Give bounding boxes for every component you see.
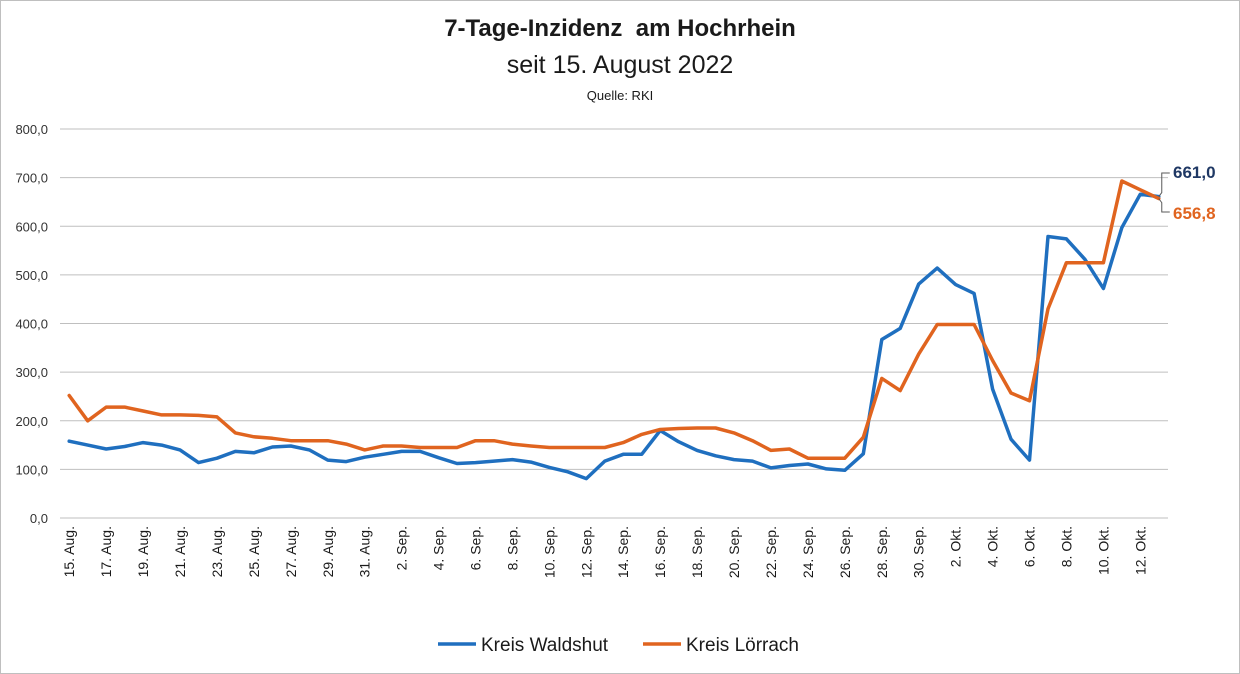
x-tick-label: 29. Aug. [320, 526, 336, 577]
chart-subtitle: seit 15. August 2022 [506, 51, 734, 79]
x-tick-label: 18. Sep. [689, 526, 705, 578]
legend: Kreis Waldshut Kreis Lörrach [438, 635, 799, 656]
x-tick-label: 8. Sep. [504, 526, 520, 570]
series-line-0 [67, 192, 1161, 481]
y-axis-ticks: 0,0 100,0 200,0 300,0 400,0 500,0 600,0 700,0 80… [15, 122, 48, 526]
y-tick-label: 0,0 [30, 511, 48, 526]
gridlines [60, 128, 1168, 519]
x-tick-label: 6. Okt. [1022, 526, 1038, 567]
y-tick-label: 300,0 [15, 365, 48, 380]
chart-title: 7-Tage-Inzidenz am Hochrhein [444, 15, 796, 42]
x-tick-label: 4. Sep. [431, 526, 447, 570]
x-axis-ticks: 15. Aug. 17. Aug. 19. Aug. 21. Aug. 23. Aug.… [61, 526, 1148, 578]
x-tick-label: 27. Aug. [283, 526, 299, 577]
x-tick-label: 25. Aug. [246, 526, 262, 577]
x-tick-label: 12. Okt. [1132, 526, 1148, 575]
x-tick-label: 16. Sep. [652, 526, 668, 578]
end-labels: 661,0 656,8 [1158, 163, 1216, 223]
x-tick-label: 22. Sep. [763, 526, 779, 578]
x-tick-label: 6. Sep. [468, 526, 484, 570]
x-tick-label: 31. Aug. [357, 526, 373, 577]
y-tick-label: 400,0 [15, 317, 48, 332]
x-tick-label: 24. Sep. [800, 526, 816, 578]
series-lines [67, 179, 1161, 481]
series-line-1 [67, 179, 1161, 460]
x-tick-label: 10. Okt. [1095, 526, 1111, 575]
x-tick-label: 2. Sep. [394, 526, 410, 570]
x-tick-label: 19. Aug. [135, 526, 151, 577]
x-tick-label: 2. Okt. [948, 526, 964, 567]
legend-label: Kreis Waldshut [481, 635, 609, 656]
x-tick-label: 10. Sep. [541, 526, 557, 578]
x-tick-label: 17. Aug. [98, 526, 114, 577]
x-tick-label: 12. Sep. [578, 526, 594, 578]
x-tick-label: 20. Sep. [726, 526, 742, 578]
end-label-waldshut: 661,0 [1173, 163, 1216, 182]
x-tick-label: 15. Aug. [61, 526, 77, 577]
y-tick-label: 800,0 [15, 122, 48, 137]
chart-source: Quelle: RKI [586, 88, 654, 103]
x-tick-label: 8. Okt. [1058, 526, 1074, 567]
x-tick-label: 26. Sep. [837, 526, 853, 578]
leader-line [1158, 198, 1170, 213]
x-tick-label: 4. Okt. [985, 526, 1001, 567]
y-tick-label: 600,0 [15, 219, 48, 234]
end-label-loerrach: 656,8 [1173, 204, 1216, 223]
legend-label: Kreis Lörrach [686, 635, 799, 656]
x-tick-label: 23. Aug. [209, 526, 225, 577]
leader-line [1158, 172, 1170, 197]
y-tick-label: 200,0 [15, 414, 48, 429]
x-tick-label: 30. Sep. [911, 526, 927, 578]
x-tick-label: 28. Sep. [874, 526, 890, 578]
y-tick-label: 500,0 [15, 268, 48, 283]
y-tick-label: 700,0 [15, 171, 48, 186]
x-tick-label: 14. Sep. [615, 526, 631, 578]
x-tick-label: 21. Aug. [172, 526, 188, 577]
y-tick-label: 100,0 [15, 462, 48, 477]
